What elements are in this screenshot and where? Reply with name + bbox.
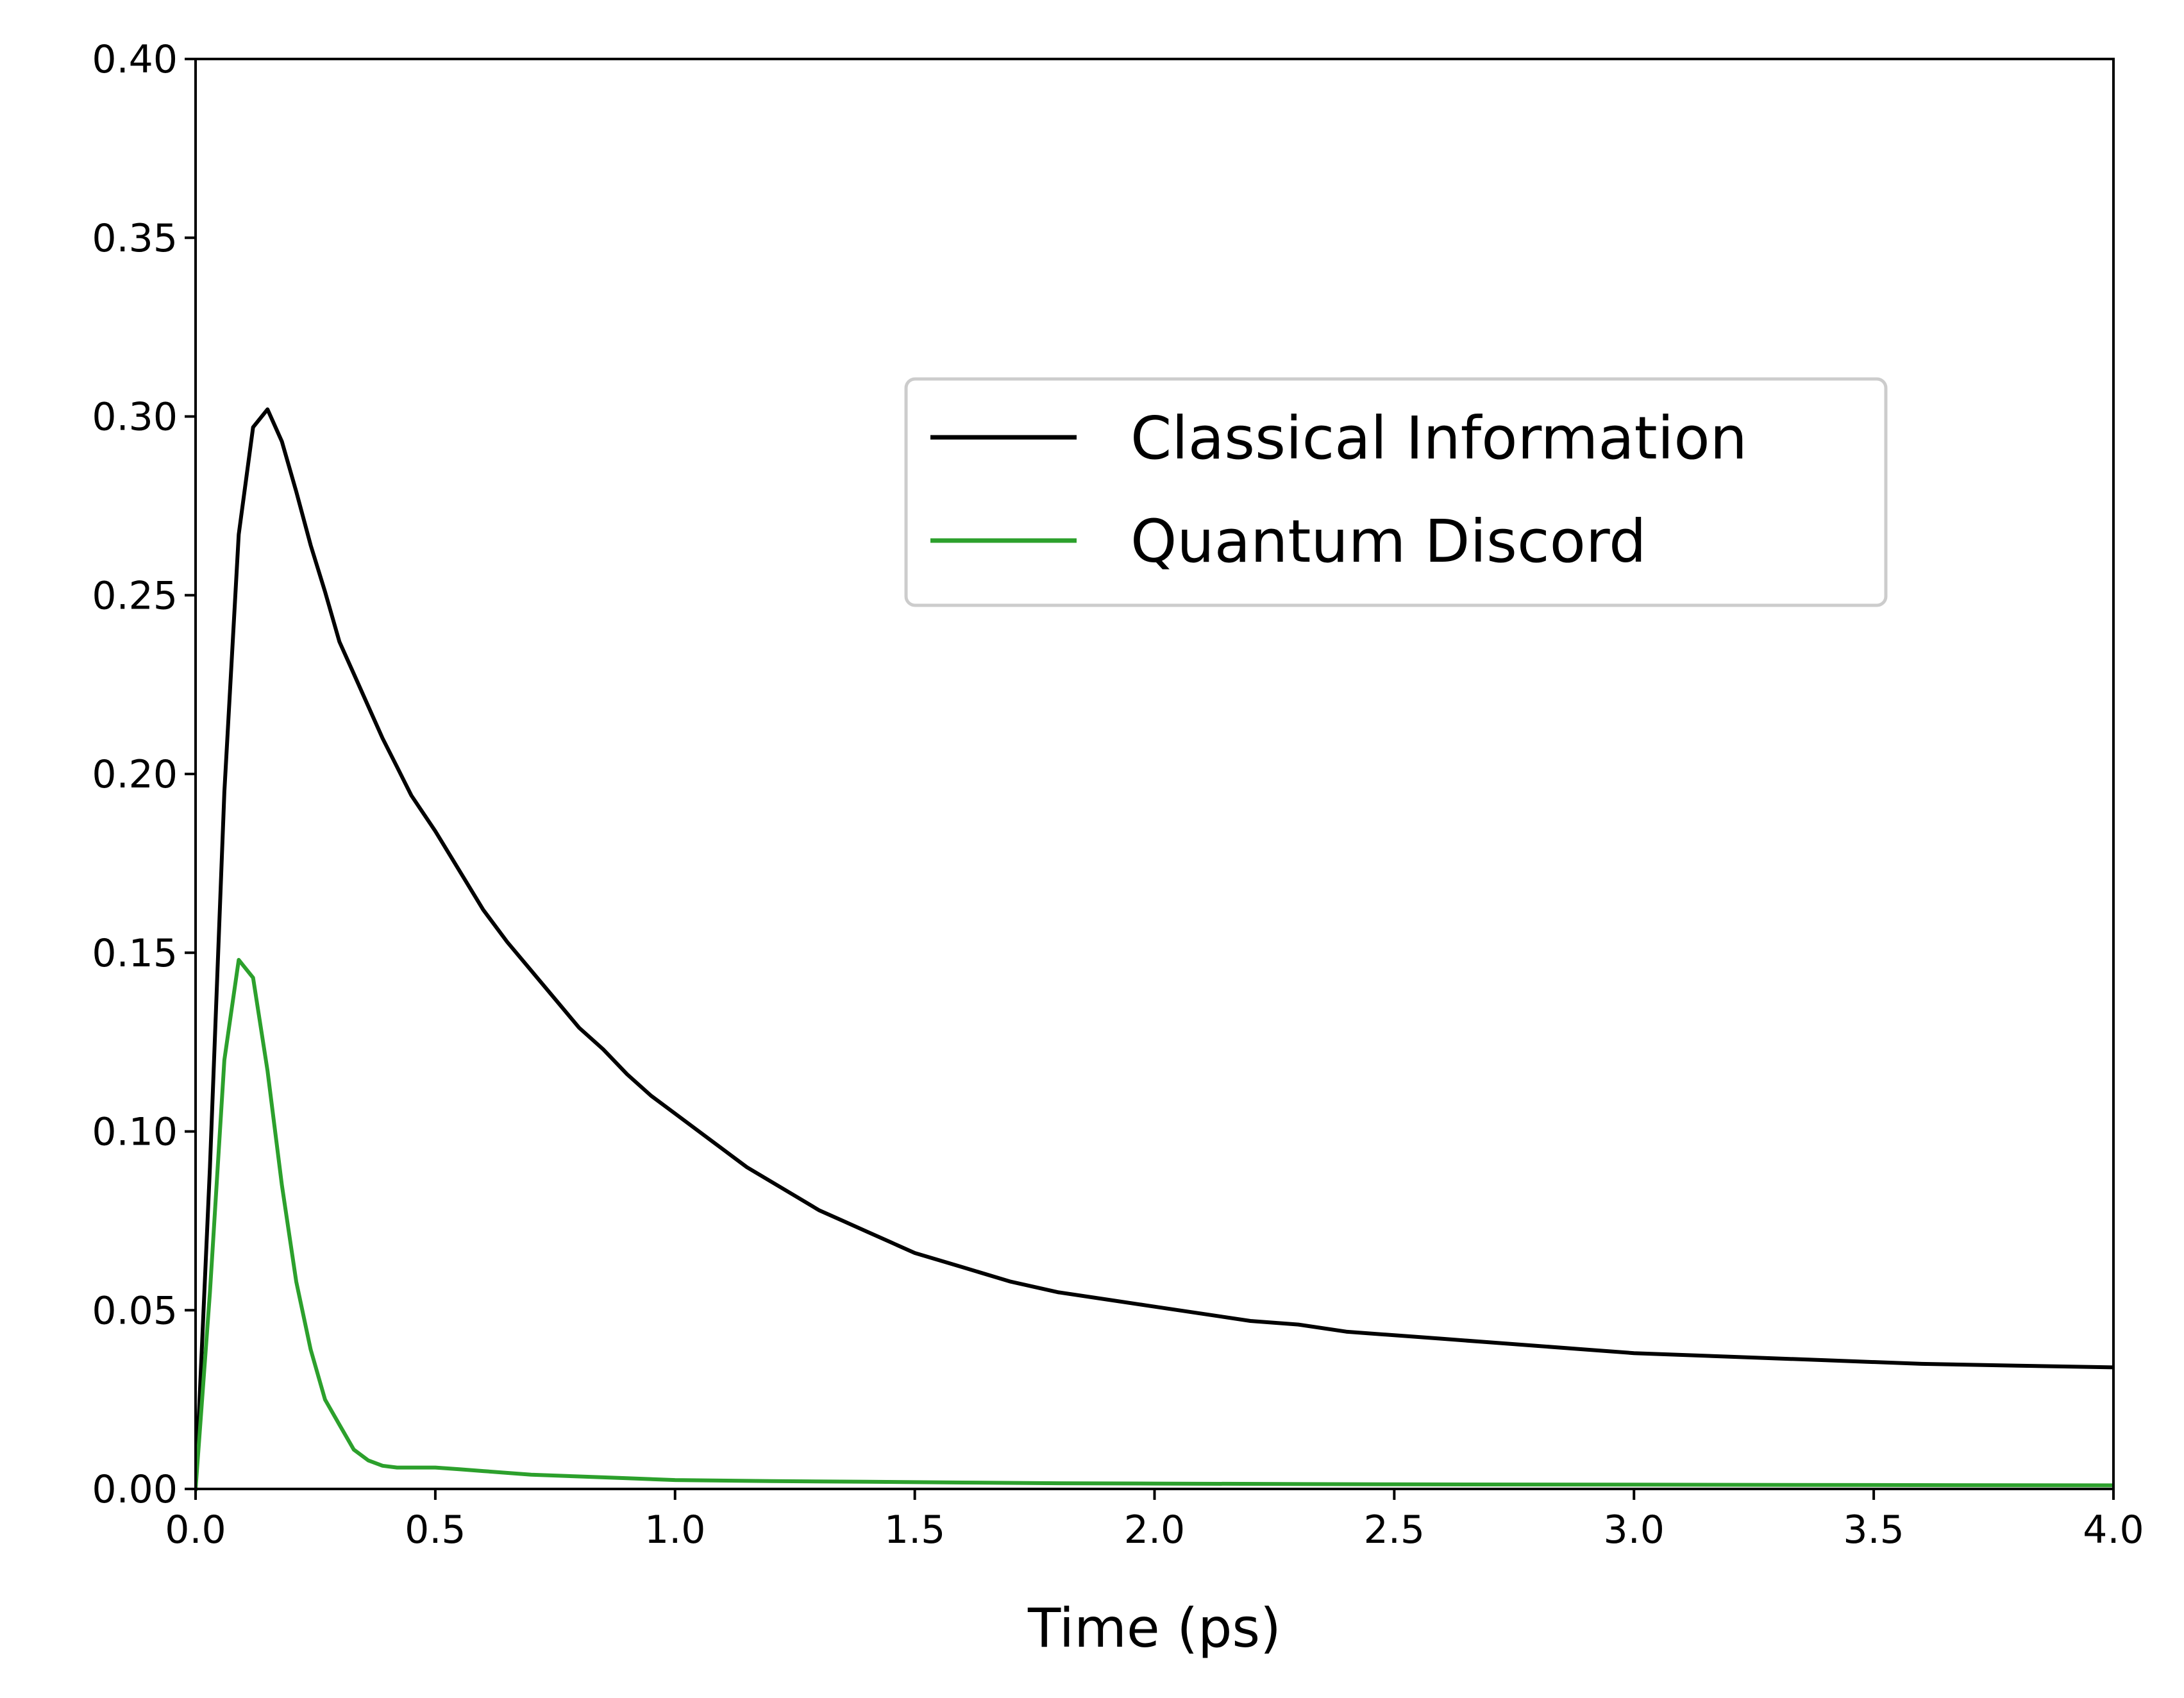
x-tick-label: 1.0 bbox=[644, 1508, 705, 1552]
x-tick-label: 0.0 bbox=[165, 1508, 226, 1552]
series-line-quantum-discord bbox=[196, 957, 2113, 1492]
legend-box bbox=[904, 377, 1888, 607]
legend-label-quantum-discord: Quantum Discord bbox=[1130, 507, 1646, 576]
x-tick-label: 2.0 bbox=[1124, 1508, 1185, 1552]
x-tick-label: 1.5 bbox=[884, 1508, 945, 1552]
plot-lines bbox=[196, 407, 2113, 1492]
x-tick-label: 2.5 bbox=[1364, 1508, 1425, 1552]
series-line-classical-information bbox=[196, 407, 2113, 1492]
legend: Classical Information Quantum Discord bbox=[904, 377, 1888, 607]
y-tick-label: 0.15 bbox=[92, 931, 178, 976]
y-tick-label: 0.20 bbox=[92, 752, 178, 797]
x-axis-label: Time (ps) bbox=[1027, 1597, 1281, 1660]
y-axis: 0.00 0.05 0.10 0.15 0.20 0.25 0.30 0.35 0.40 bbox=[92, 37, 196, 1512]
y-tick-label: 0.10 bbox=[92, 1110, 178, 1155]
x-tick-label: 4.0 bbox=[2083, 1508, 2144, 1552]
x-tick-label: 3.0 bbox=[1604, 1508, 1665, 1552]
legend-label-classical-information: Classical Information bbox=[1130, 404, 1747, 473]
x-tick-label: 3.5 bbox=[1843, 1508, 1904, 1552]
y-tick-label: 0.00 bbox=[92, 1467, 178, 1512]
y-tick-label: 0.30 bbox=[92, 395, 178, 440]
x-axis: 0.0 0.5 1.0 1.5 2.0 2.5 3.0 3.5 4.0 bbox=[165, 1489, 2144, 1552]
y-tick-label: 0.05 bbox=[92, 1288, 178, 1333]
y-tick-label: 0.25 bbox=[92, 573, 178, 618]
x-tick-label: 0.5 bbox=[405, 1508, 466, 1552]
y-tick-label: 0.35 bbox=[92, 216, 178, 261]
y-tick-label: 0.40 bbox=[92, 37, 178, 82]
